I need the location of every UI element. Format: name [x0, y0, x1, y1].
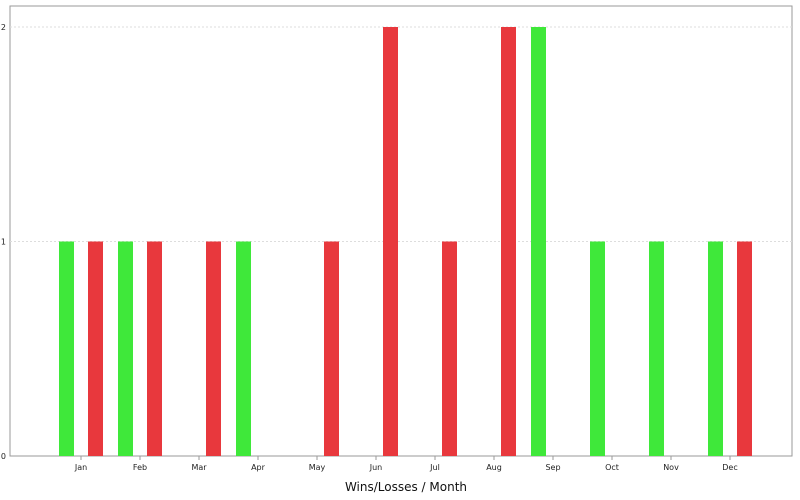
bar: [206, 241, 221, 456]
x-tick-label: Jul: [429, 463, 440, 472]
bar: [236, 241, 251, 456]
x-axis-ticks: Jan Feb Mar Apr May Jun Jul Aug Sep Oct Nov Dec: [74, 456, 738, 472]
x-tick-label: Apr: [251, 463, 266, 472]
x-tick-label: Sep: [545, 463, 560, 472]
x-tick-label: Jun: [369, 463, 383, 472]
x-tick-label: May: [309, 463, 326, 472]
y-axis-ticks: 0 1 2: [1, 23, 6, 461]
bar: [590, 241, 605, 456]
bar: [531, 27, 546, 456]
bar: [708, 241, 723, 456]
bars: [59, 27, 752, 456]
bar: [324, 241, 339, 456]
y-tick-label: 1: [1, 238, 6, 247]
x-tick-label: Feb: [133, 463, 147, 472]
x-tick-label: Mar: [191, 463, 207, 472]
bar: [59, 241, 74, 456]
bar: [88, 241, 103, 456]
y-tick-label: 0: [1, 452, 6, 461]
x-tick-label: Oct: [605, 463, 619, 472]
bar: [383, 27, 398, 456]
bar: [442, 241, 457, 456]
bar: [649, 241, 664, 456]
bar: [737, 241, 752, 456]
x-axis-title: Wins/Losses / Month: [345, 480, 467, 494]
y-tick-label: 2: [1, 23, 6, 32]
x-tick-label: Nov: [663, 463, 679, 472]
x-tick-label: Jan: [74, 463, 87, 472]
x-tick-label: Dec: [722, 463, 737, 472]
bar: [147, 241, 162, 456]
bar: [118, 241, 133, 456]
x-tick-label: Aug: [486, 463, 502, 472]
bar: [501, 27, 516, 456]
